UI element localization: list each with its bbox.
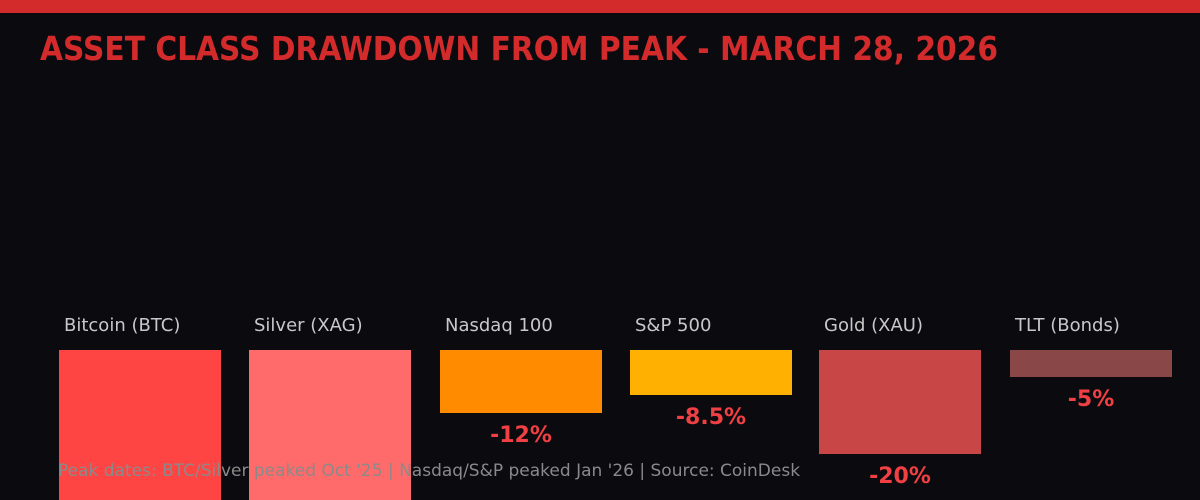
category-label: Nasdaq 100 [445, 315, 553, 336]
bar [630, 350, 792, 395]
bar-group-tlt-bonds: TLT (Bonds) -5% [1010, 0, 1172, 500]
category-label: Gold (XAU) [824, 315, 923, 336]
chart-title: ASSET CLASS DRAWDOWN FROM PEAK - MARCH 2… [40, 29, 998, 68]
bar [440, 350, 602, 413]
value-label: -20% [869, 464, 931, 489]
category-label: S&P 500 [635, 315, 712, 336]
bar-group-s-p-500: S&P 500 -8.5% [630, 0, 792, 500]
bar-group-bitcoin-btc: Bitcoin (BTC) [59, 0, 221, 500]
bar [249, 350, 411, 500]
bar-group-silver-xag: Silver (XAG) [249, 0, 411, 500]
category-label: TLT (Bonds) [1015, 315, 1120, 336]
value-label: -12% [490, 423, 552, 448]
bar-group-nasdaq-100: Nasdaq 100 -12% [440, 0, 602, 500]
top-accent-bar [0, 0, 1200, 13]
category-label: Bitcoin (BTC) [64, 315, 181, 336]
bar [59, 350, 221, 500]
bar [1010, 350, 1172, 377]
value-label: -8.5% [675, 405, 747, 430]
footnote-peak-dates-source: Peak dates: BTC/Silver peaked Oct '25 | … [58, 461, 801, 481]
value-label: -5% [1067, 387, 1115, 412]
category-label: Silver (XAG) [254, 315, 363, 336]
bar [819, 350, 981, 454]
bar-group-gold-xau: Gold (XAU) -20% [819, 0, 981, 500]
